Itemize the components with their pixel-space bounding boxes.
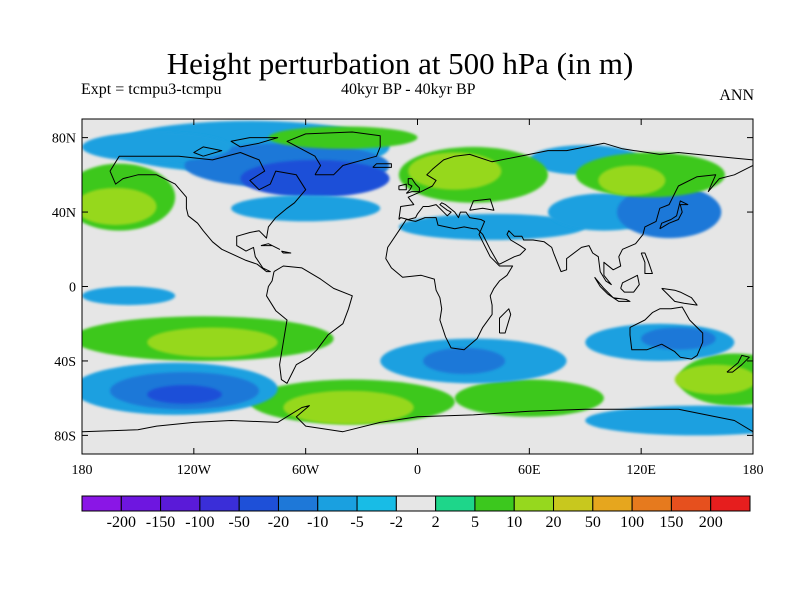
lon-tick-label-6: 180 [743,463,764,478]
contour-region-30 [585,405,753,436]
colorbar-swatch-5 [277,495,319,512]
contour-region-19 [283,390,414,425]
coastline-21 [193,146,223,157]
contour-fill-layer [82,120,753,436]
colorbar-level-15: 200 [699,514,723,531]
colorbar-level-4: -20 [268,514,289,531]
coastline-10 [659,200,689,230]
season-label: ANN [719,87,754,104]
colorbar-swatch-0 [81,495,122,512]
coastline-11 [405,178,420,194]
lat-tick-label-2: 0 [69,281,76,296]
coastline-layer [82,131,753,433]
coastline-2 [385,142,753,351]
colorbar: -200 -150 -100 -50 -20 -10 -5 -2 2 5 10 20 50 100 150 2… [81,495,751,531]
coastline-7 [620,274,640,293]
contour-region-29 [641,327,716,350]
colorbar-swatch-14 [631,495,672,512]
contour-region-14 [598,165,666,196]
colorbar-swatch-4 [238,495,279,512]
colorbar-level-5: -10 [307,514,328,531]
colorbar-level-13: 100 [620,514,644,531]
contour-region-8 [82,132,232,162]
contour-region-3 [231,195,381,222]
contour-region-2 [240,159,390,198]
coastline-5 [629,306,704,360]
colorbar-swatch-10 [474,495,515,512]
colorbar-swatch-16 [710,495,751,512]
colorbar-level-3: -50 [229,514,250,531]
contour-region-25 [147,385,222,404]
lat-tick-label-4: 80S [54,429,76,444]
coastline-9 [661,287,698,306]
colorbar-swatch-2 [160,495,201,512]
contour-region-4 [398,213,586,240]
coastline-14 [499,308,512,334]
lon-tick-label-1: 120W [177,463,212,478]
lat-tick-label-0: 80N [52,132,76,147]
coastline-4 [286,131,381,176]
experiment-label: Expt = tcmpu3-tcmpu [81,81,222,98]
colorbar-swatch-1 [120,495,162,512]
colorbar-level-9: 5 [471,514,479,531]
axis-ticks: 80N 40N 0 40S 80S 180 120W 60W 0 60E 120E 180 [52,119,764,478]
coastline-0 [109,152,307,273]
colorbar-swatch-11 [513,495,555,512]
coastline-18 [260,243,281,250]
coastline-13 [372,163,392,168]
lon-tick-label-3: 0 [414,463,421,478]
coastline-19 [281,250,292,254]
coastline-12 [398,183,407,191]
contour-region-10 [82,187,157,226]
coastline-3 [469,198,495,211]
colorbar-level-1: -150 [146,514,175,531]
colorbar-swatch-13 [592,495,633,512]
lat-tick-label-3: 40S [54,355,76,370]
colorbar-level-8: 2 [432,514,440,531]
colorbar-level-12: 50 [585,514,601,531]
colorbar-level-2: -100 [185,514,214,531]
map-title: Height perturbation at 500 hPa (in m) [166,46,634,81]
colorbar-level-14: 150 [659,514,683,531]
lon-tick-label-0: 180 [72,463,93,478]
lon-tick-label-5: 120E [626,463,656,478]
contour-region-20 [454,379,604,417]
colorbar-swatch-15 [670,495,712,512]
period-label: 40kyr BP - 40kyr BP [341,81,476,98]
colorbar-swatch-7 [356,495,397,512]
colorbar-level-11: 20 [546,514,562,531]
lon-tick-label-4: 60E [518,463,541,478]
coastline-20 [230,137,279,148]
colorbar-swatch-8 [395,495,437,512]
contour-region-22 [674,364,753,395]
contour-region-6 [616,186,722,239]
coastline-17 [82,405,753,433]
contour-region-15 [268,126,418,149]
colorbar-swatch-9 [435,495,476,512]
lat-tick-label-1: 40N [52,206,76,221]
colorbar-level-10: 10 [506,514,522,531]
coastline-8 [612,297,631,302]
contour-region-12 [408,152,502,190]
colorbar-level-7: -2 [390,514,403,531]
colorbar-swatch-6 [317,495,358,512]
colorbar-level-6: -5 [350,514,363,531]
contour-region-17 [147,327,278,358]
lon-tick-label-2: 60W [292,463,320,478]
colorbar-swatch-12 [553,495,594,512]
coastline-1 [266,265,353,384]
colorbar-level-0: -200 [107,514,136,531]
coastline-15 [640,252,653,274]
coastline-16 [726,354,750,373]
contour-region-31 [82,286,176,306]
colorbar-swatch-3 [199,495,240,512]
coastline-6 [594,276,614,299]
contour-region-27 [423,347,506,374]
